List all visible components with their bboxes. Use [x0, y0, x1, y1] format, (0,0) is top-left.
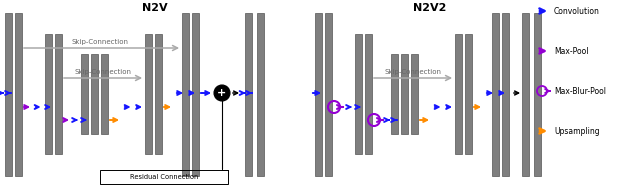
Bar	[492, 13, 499, 176]
Bar	[15, 13, 22, 176]
Bar	[145, 34, 152, 154]
Bar	[90, 54, 97, 134]
Bar	[244, 13, 252, 176]
Text: N2V: N2V	[142, 3, 168, 13]
Bar	[410, 54, 417, 134]
Text: Skip-Connection: Skip-Connection	[72, 39, 129, 45]
Text: Max-Blur-Pool: Max-Blur-Pool	[554, 86, 606, 95]
Bar	[324, 13, 332, 176]
Bar	[154, 34, 161, 154]
Text: Skip-Connection: Skip-Connection	[385, 69, 442, 75]
Text: Skip-Connection: Skip-Connection	[74, 69, 131, 75]
Circle shape	[214, 85, 230, 101]
Bar	[81, 54, 88, 134]
Bar	[182, 13, 189, 176]
Bar	[100, 54, 108, 134]
Bar	[45, 34, 51, 154]
Bar	[54, 34, 61, 154]
Bar	[401, 54, 408, 134]
Text: N2V2: N2V2	[413, 3, 447, 13]
Bar	[355, 34, 362, 154]
Bar	[454, 34, 461, 154]
Text: +: +	[218, 87, 227, 97]
Bar	[257, 13, 264, 176]
Bar	[465, 34, 472, 154]
Bar	[314, 13, 321, 176]
Bar	[365, 34, 371, 154]
Text: Upsampling: Upsampling	[554, 126, 600, 135]
Text: Max-Pool: Max-Pool	[554, 46, 589, 55]
Bar	[4, 13, 12, 176]
Bar	[522, 13, 529, 176]
Text: Residual Connection: Residual Connection	[130, 174, 198, 180]
Bar	[534, 13, 541, 176]
Bar	[390, 54, 397, 134]
Bar	[502, 13, 509, 176]
Bar	[191, 13, 198, 176]
Bar	[100, 170, 228, 184]
Text: Convolution: Convolution	[554, 7, 600, 15]
